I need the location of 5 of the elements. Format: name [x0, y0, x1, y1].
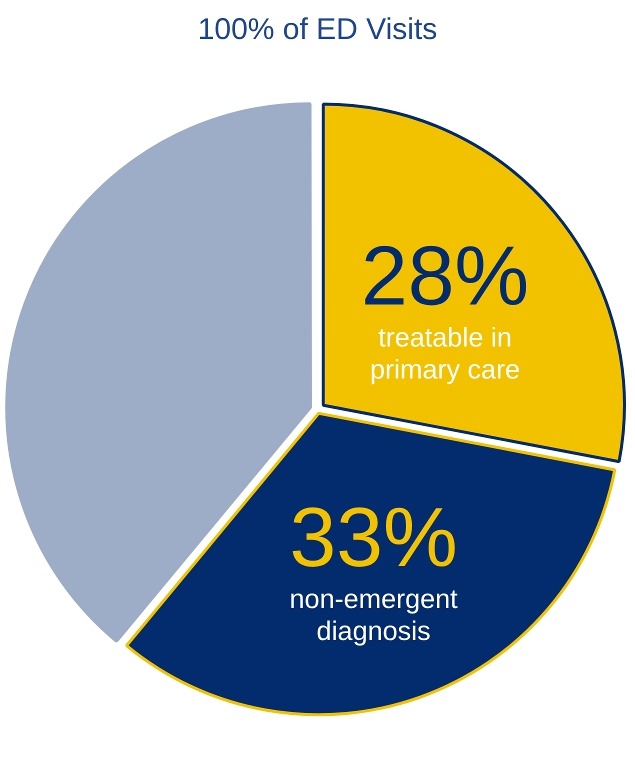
- chart-title: 100% of ED Visits: [196, 12, 438, 48]
- data-label: 28%: [360, 228, 530, 322]
- slice-label: non-emergent diagnosis: [290, 584, 458, 646]
- slice-label: treatable in primary care: [370, 322, 520, 384]
- data-label: 33%: [290, 490, 458, 584]
